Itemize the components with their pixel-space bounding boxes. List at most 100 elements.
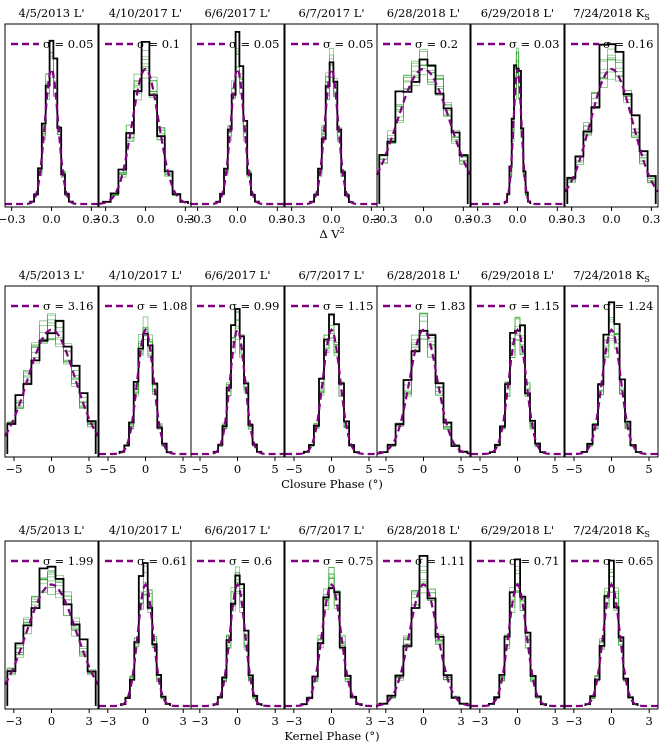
- tick-label: 0: [48, 462, 55, 476]
- simulated-histogram: [566, 60, 657, 204]
- simulated-histogram: [6, 573, 97, 706]
- panel-title: 6/29/2018 L': [481, 6, 554, 20]
- x-axis-ticks: −0.3 0.0 0.3: [184, 207, 287, 226]
- gaussian-fit-line: [4, 583, 99, 685]
- tick-label: 0.0: [228, 212, 246, 226]
- x-axis-ticks: −5 0 5: [6, 457, 93, 476]
- simulated-histograms: [6, 313, 97, 454]
- panel-title: 4/5/2013 L': [18, 6, 84, 20]
- gaussian-fit-line: [285, 582, 378, 708]
- tick-label: 0.3: [268, 212, 286, 226]
- panel-title: 7/24/2018 KS: [573, 6, 650, 22]
- panel-1: σ = 3.16 4/5/2013 L' −5 0 5: [4, 268, 99, 476]
- legend: σ = 0.61: [105, 554, 187, 568]
- panel-background: [5, 541, 98, 709]
- panel-background: [471, 286, 564, 457]
- legend: σ = 1.83: [383, 299, 465, 313]
- tick-label: 3: [86, 714, 93, 728]
- legend: σ = 0.75: [291, 554, 373, 568]
- tick-label: 0.0: [414, 212, 432, 226]
- legend: σ = 1.99: [11, 554, 93, 568]
- tick-label: 0: [514, 462, 521, 476]
- panel-title: 6/6/2017 L': [204, 268, 270, 282]
- tick-label: −5: [6, 462, 23, 476]
- panel-4: σ = 0.75 6/7/2017 L' −3 0 3: [284, 523, 379, 728]
- legend-label: σ = 1.15: [323, 299, 373, 313]
- tick-label: 0: [328, 714, 335, 728]
- x-axis-ticks: −0.3 0.0 0.3: [558, 207, 661, 226]
- gaussian-fit-line: [191, 66, 284, 206]
- gaussian-fit-line: [471, 582, 564, 708]
- tick-label: 0.0: [602, 212, 620, 226]
- panel-background: [565, 24, 658, 207]
- legend-label: σ = 0.2: [415, 37, 458, 51]
- gaussian-fit-line: [98, 67, 193, 205]
- tick-label: 5: [365, 462, 372, 476]
- simulated-histogram: [378, 65, 469, 204]
- tick-label: −0.3: [0, 212, 26, 226]
- panel-background: [471, 24, 564, 207]
- panel-7: σ = 0.65 7/24/2018 KS −3 0 3: [564, 523, 659, 728]
- tick-label: 0: [420, 714, 427, 728]
- x-axis-label: Δ V2: [319, 226, 344, 241]
- x-axis-ticks: −5 0 5: [192, 457, 279, 476]
- panel-background: [471, 541, 564, 709]
- panel-5: σ = 1.83 6/28/2018 L' −5 0 5: [376, 268, 471, 476]
- simulated-histogram: [6, 320, 97, 454]
- x-axis-ticks: −3 0 3: [5, 709, 93, 728]
- panel-4: σ = 1.15 6/7/2017 L' −5 0 5: [284, 268, 379, 476]
- panel-title: 4/10/2017 L': [109, 268, 182, 282]
- gaussian-fit-line: [191, 582, 284, 708]
- tick-label: 0: [328, 462, 335, 476]
- panel-title: 6/29/2018 L': [481, 268, 554, 282]
- panel-5: σ = 0.2 6/28/2018 L' −0.3 0.0 0.3: [370, 6, 473, 226]
- legend: σ = 3.16: [11, 299, 93, 313]
- tick-label: −5: [566, 462, 583, 476]
- histogram-grid: σ = 0.05 4/5/2013 L' −0.3 0.0 0.3 σ = 0.1 4/10…: [0, 6, 661, 743]
- tick-label: 0.3: [454, 212, 472, 226]
- legend-label: σ = 0.1: [137, 37, 180, 51]
- x-axis-ticks: −0.3 0.0 0.3: [92, 207, 195, 226]
- panel-background: [5, 286, 98, 457]
- gaussian-fit-line: [564, 67, 659, 193]
- panel-background: [285, 541, 378, 709]
- tick-label: −0.3: [558, 212, 586, 226]
- tick-label: 0: [420, 462, 427, 476]
- legend-label: σ = 0.71: [509, 554, 559, 568]
- panel-background: [191, 24, 284, 207]
- panel-title: 7/24/2018 KS: [573, 268, 650, 284]
- panel-background: [99, 24, 192, 207]
- panel-3: σ = 0.6 6/6/2017 L' −3 0 3: [190, 523, 285, 728]
- tick-label: 0.0: [322, 212, 340, 226]
- tick-label: −3: [191, 714, 208, 728]
- panel-title: 6/28/2018 L': [387, 6, 460, 20]
- panel-background: [99, 286, 192, 457]
- tick-label: 3: [646, 714, 653, 728]
- legend-label: σ = 1.24: [603, 299, 653, 313]
- x-axis-ticks: −5 0 5: [472, 457, 559, 476]
- panel-background: [377, 541, 470, 709]
- simulated-histogram: [303, 340, 360, 454]
- gaussian-fit-line: [4, 328, 99, 437]
- tick-label: 0.3: [642, 212, 660, 226]
- tick-label: 3: [272, 714, 279, 728]
- tick-label: 0: [608, 462, 615, 476]
- simulated-histogram: [119, 316, 172, 454]
- tick-label: −3: [471, 714, 488, 728]
- tick-label: 5: [179, 462, 186, 476]
- gaussian-fit-line: [99, 327, 192, 456]
- panel-background: [565, 286, 658, 457]
- panel-background: [377, 286, 470, 457]
- gaussian-fit-line: [565, 582, 658, 708]
- tick-label: 5: [551, 462, 558, 476]
- tick-label: −3: [377, 714, 394, 728]
- x-axis-ticks: −5 0 5: [100, 457, 187, 476]
- tick-label: −5: [286, 462, 303, 476]
- legend: σ = 0.05: [291, 37, 373, 51]
- gaussian-fit-line: [471, 327, 564, 456]
- legend-label: σ = 1.11: [415, 554, 465, 568]
- legend-label: σ = 0.99: [229, 299, 279, 313]
- tick-label: 0: [608, 714, 615, 728]
- x-axis-ticks: −3 0 3: [565, 709, 653, 728]
- gaussian-fit-line: [285, 66, 378, 206]
